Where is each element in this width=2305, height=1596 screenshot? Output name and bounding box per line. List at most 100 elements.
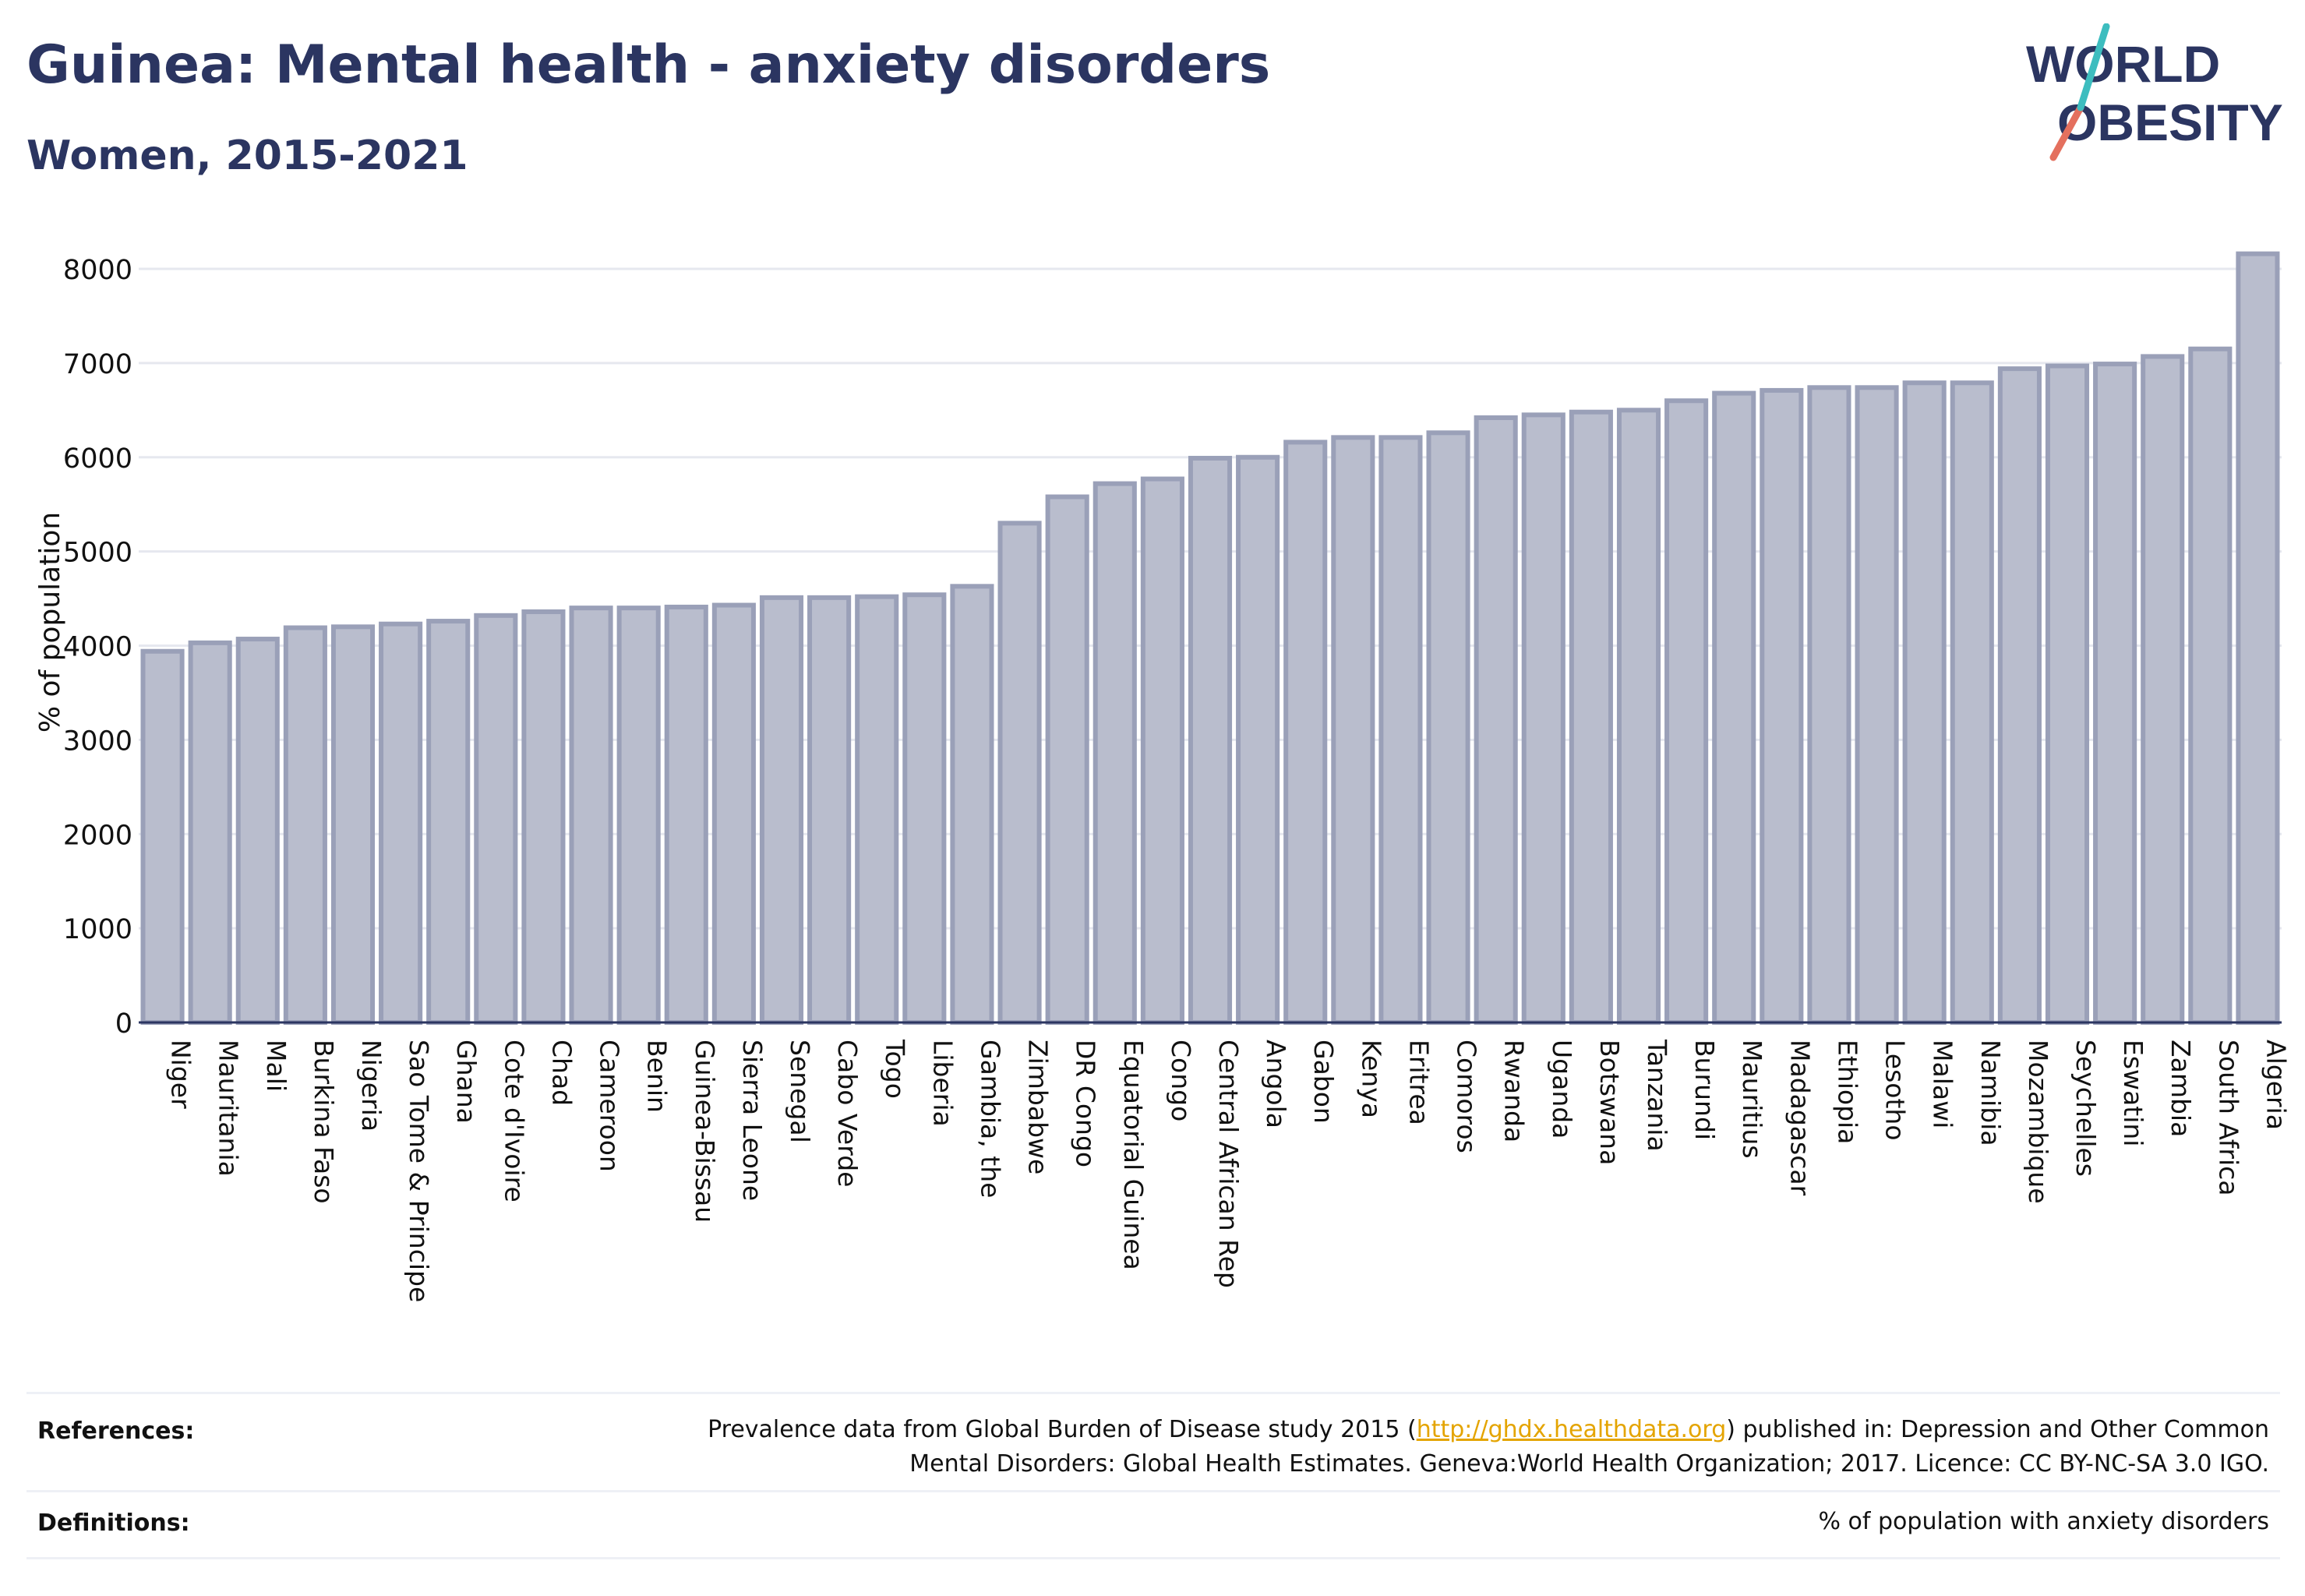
x-tick-label: Cote d'Ivoire xyxy=(499,1040,529,1202)
bar xyxy=(1426,430,1470,1025)
x-tick-label: Benin xyxy=(642,1040,672,1113)
bar xyxy=(807,595,852,1025)
y-tick-label: 2000 xyxy=(63,820,132,851)
y-tick-label: 4000 xyxy=(63,632,132,663)
world-obesity-logo: WORLD OBESITY xyxy=(2026,23,2283,161)
logo-line2: OBESITY xyxy=(2057,94,2283,151)
x-tick-label: Niger xyxy=(166,1040,196,1109)
x-tick-label: Sierra Leone xyxy=(737,1040,768,1201)
y-tick-label: 1000 xyxy=(63,914,132,945)
bar xyxy=(950,584,994,1025)
bar xyxy=(1521,412,1565,1025)
references-text-2: ) published in: Depression and Other Com… xyxy=(1726,1416,2269,1443)
bar xyxy=(1236,454,1280,1025)
x-tick-label: Algeria xyxy=(2261,1040,2291,1130)
x-tick-label: Namibia xyxy=(1975,1040,2006,1146)
x-tick-label: Liberia xyxy=(927,1040,958,1127)
bar xyxy=(2093,362,2137,1025)
bar xyxy=(997,521,1042,1025)
x-tick-label: Mauritius xyxy=(1737,1040,1767,1159)
x-tick-label: Togo xyxy=(880,1039,910,1099)
logo-line1: WORLD xyxy=(2026,35,2220,93)
x-tick-labels: Niger Mauritania Mali Burkina Faso Nigeria Sa… xyxy=(166,1039,2292,1302)
references-label: References: xyxy=(37,1418,195,1445)
bar xyxy=(1569,409,1613,1025)
x-tick-label: Cameroon xyxy=(595,1040,625,1172)
bar xyxy=(283,625,327,1025)
bar xyxy=(1283,440,1328,1025)
bar xyxy=(664,604,708,1025)
bar xyxy=(521,609,566,1025)
x-tick-label: Seychelles xyxy=(2070,1040,2101,1177)
bar xyxy=(902,592,947,1025)
x-tick-label: Sao Tome & Principe xyxy=(404,1040,434,1302)
x-tick-label: Guinea-Bissau xyxy=(690,1040,720,1223)
x-tick-label: Ethiopia xyxy=(1832,1040,1862,1144)
bar xyxy=(569,606,613,1025)
bar xyxy=(1712,390,1756,1025)
bar xyxy=(188,640,232,1026)
definitions-text: % of population with anxiety disorders xyxy=(1818,1508,2269,1535)
definitions-label: Definitions: xyxy=(37,1509,190,1537)
bar xyxy=(1045,494,1089,1025)
x-tick-label: Chad xyxy=(546,1040,577,1106)
bar xyxy=(1616,408,1661,1025)
bar xyxy=(1664,398,1709,1025)
bar xyxy=(140,648,185,1025)
x-tick-label: Burkina Faso xyxy=(309,1040,339,1204)
y-tick-labels: 0 1000 2000 3000 4000 5000 6000 7000 8000 xyxy=(63,255,132,1040)
x-tick-label: Zimbabwe xyxy=(1023,1040,1054,1174)
x-tick-label: Central African Rep xyxy=(1213,1040,1244,1288)
x-tick-label: Madagascar xyxy=(1784,1040,1815,1196)
x-tick-label: South Africa xyxy=(2213,1040,2243,1196)
bar xyxy=(474,613,518,1025)
x-tick-label: Botswana xyxy=(1594,1040,1625,1165)
x-tick-label: DR Congo xyxy=(1071,1040,1101,1167)
bar xyxy=(1188,455,1233,1025)
references-text: Prevalence data from Global Burden of Di… xyxy=(708,1413,2269,1481)
references-link[interactable]: http://ghdx.healthdata.org xyxy=(1416,1416,1727,1443)
bar xyxy=(1950,380,1994,1026)
x-tick-label: Zambia xyxy=(2166,1040,2196,1137)
x-tick-label: Equatorial Guinea xyxy=(1118,1040,1149,1270)
x-tick-label: Eritrea xyxy=(1403,1040,1434,1125)
bar xyxy=(379,621,423,1025)
footer-bottom-rule xyxy=(26,1557,2280,1559)
x-tick-label: Mauritania xyxy=(214,1040,244,1177)
x-tick-label: Ghana xyxy=(451,1040,482,1124)
x-tick-label: Congo xyxy=(1166,1040,1196,1121)
bar xyxy=(1807,385,1851,1025)
x-tick-label: Lesotho xyxy=(1880,1040,1911,1141)
bar-layer xyxy=(140,251,2280,1026)
x-tick-label: Tanzania xyxy=(1642,1039,1672,1152)
x-tick-label: Rwanda xyxy=(1499,1040,1530,1142)
x-tick-label: Eswatini xyxy=(2118,1040,2148,1146)
bar xyxy=(1331,435,1375,1025)
x-tick-label: Burundi xyxy=(1689,1040,1720,1140)
x-tick-label: Mozambique xyxy=(2023,1040,2053,1204)
y-axis-label: % of population xyxy=(34,512,66,733)
bar xyxy=(1092,481,1137,1025)
y-tick-label: 5000 xyxy=(63,538,132,569)
x-tick-label: Mali xyxy=(261,1040,291,1092)
bar xyxy=(2236,251,2280,1026)
bar xyxy=(759,595,804,1025)
references-text-1: Prevalence data from Global Burden of Di… xyxy=(708,1416,1417,1443)
chart-subtitle: Women, 2015-2021 xyxy=(26,132,468,179)
references-row: References: Prevalence data from Global … xyxy=(26,1392,2280,1492)
bar xyxy=(426,619,471,1025)
bar xyxy=(1902,380,1947,1026)
bar xyxy=(1140,476,1184,1025)
x-tick-label: Cabo Verde xyxy=(832,1040,863,1187)
y-tick-label: 3000 xyxy=(63,726,132,757)
x-tick-label: Angola xyxy=(1261,1040,1291,1128)
bar xyxy=(711,602,756,1025)
references-text-3: Mental Disorders: Global Health Estimate… xyxy=(909,1450,2269,1478)
bar xyxy=(330,624,376,1025)
x-tick-label: Malawi xyxy=(1928,1040,1958,1128)
bar xyxy=(2188,346,2233,1025)
bar xyxy=(1378,435,1423,1025)
definitions-row: Definitions: % of population with anxiet… xyxy=(26,1490,2280,1559)
x-tick-label: Gambia, the xyxy=(975,1040,1005,1198)
y-tick-label: 6000 xyxy=(63,443,132,475)
